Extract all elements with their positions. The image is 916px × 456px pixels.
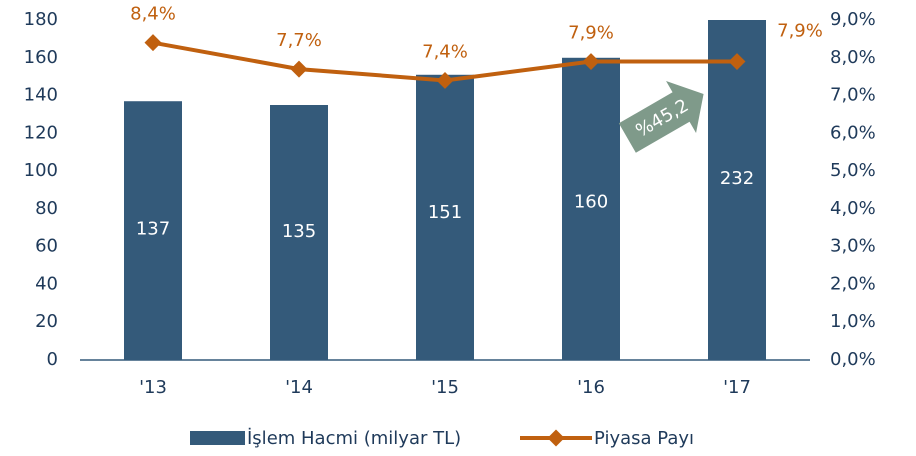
y-tick-label: 0 — [47, 349, 58, 370]
line-marker — [290, 60, 308, 78]
legend-label: İşlem Hacmi (milyar TL) — [247, 428, 461, 449]
line-marker — [582, 53, 600, 71]
y-tick-label: 160 — [24, 47, 58, 68]
y-tick-label: 140 — [24, 85, 58, 106]
x-tick-label: '16 — [577, 377, 605, 398]
y-tick-label: 100 — [24, 160, 58, 181]
y-tick-label: 180 — [24, 9, 58, 30]
y2-tick-label: 3,0% — [830, 236, 876, 257]
bar-value-label: 160 — [574, 192, 608, 213]
arrow-shape — [618, 81, 704, 153]
line-value-label: 7,9% — [568, 23, 614, 44]
bar — [708, 20, 766, 360]
line-marker — [436, 71, 454, 89]
y-tick-label: 120 — [24, 122, 58, 143]
y2-tick-label: 4,0% — [830, 198, 876, 219]
legend-swatch — [190, 431, 245, 445]
growth-arrow: %45,2 — [618, 81, 704, 153]
x-tick-label: '14 — [285, 377, 313, 398]
bar-value-label: 151 — [428, 202, 462, 223]
x-tick-label: '15 — [431, 377, 459, 398]
legend-label: Piyasa Payı — [594, 428, 694, 449]
y2-tick-label: 8,0% — [830, 47, 876, 68]
y-tick-label: 80 — [35, 198, 58, 219]
bar — [562, 57, 620, 360]
line-marker — [728, 53, 746, 71]
line-value-label: 7,9% — [777, 21, 823, 42]
line-value-label: 8,4% — [130, 4, 176, 25]
bar-value-label: 137 — [136, 219, 170, 240]
y2-tick-label: 6,0% — [830, 122, 876, 143]
bar-value-label: 135 — [282, 221, 316, 242]
bar — [124, 101, 182, 360]
legend-swatch — [547, 429, 565, 447]
y2-tick-label: 5,0% — [830, 160, 876, 181]
line-value-label: 7,7% — [276, 30, 322, 51]
overlay-layer: 0 20 40 60 80 100 120 140 160 180 0,0% 1,0% 2,0% 3,0%… — [24, 4, 876, 449]
y2-tick-label: 1,0% — [830, 311, 876, 332]
bar — [416, 74, 474, 360]
y-tick-label: 40 — [35, 273, 58, 294]
y2-tick-label: 0,0% — [830, 349, 876, 370]
x-tick-label: '13 — [139, 377, 167, 398]
y2-tick-label: 2,0% — [830, 273, 876, 294]
line-value-label: 7,4% — [422, 41, 468, 62]
bar — [270, 105, 328, 360]
x-tick-label: '17 — [723, 377, 751, 398]
y-tick-label: 60 — [35, 236, 58, 257]
bar-value-label: 232 — [720, 168, 754, 189]
y-tick-label: 20 — [35, 311, 58, 332]
line-marker — [144, 34, 162, 52]
y2-tick-label: 7,0% — [830, 85, 876, 106]
bar-layer — [124, 20, 766, 360]
y2-tick-label: 9,0% — [830, 9, 876, 30]
